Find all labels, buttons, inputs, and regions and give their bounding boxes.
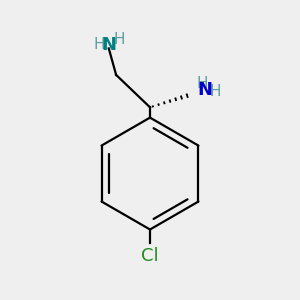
Text: H: H xyxy=(113,32,125,47)
Text: H: H xyxy=(93,37,105,52)
Text: N: N xyxy=(101,36,116,54)
Text: H: H xyxy=(197,76,208,91)
Text: H: H xyxy=(209,84,220,99)
Text: N: N xyxy=(198,81,213,99)
Text: Cl: Cl xyxy=(141,247,159,265)
